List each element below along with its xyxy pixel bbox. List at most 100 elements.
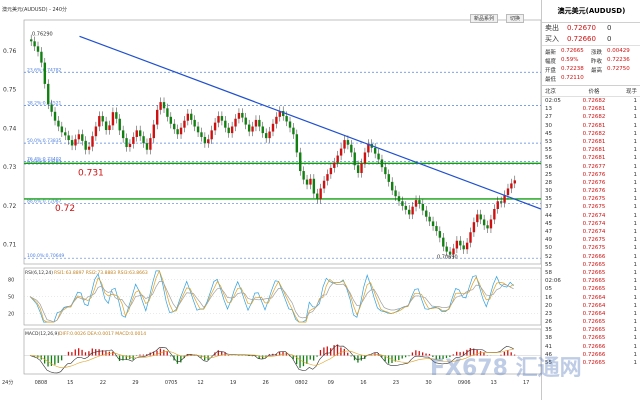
x-tick-label: 15 [67, 380, 73, 386]
tick-time: 05 [545, 286, 552, 293]
candle-body [87, 146, 91, 150]
tick-row: 45 0.72682 1 [542, 130, 640, 138]
candle-body [135, 130, 138, 137]
tick-time: 45 [545, 220, 552, 227]
tick-time: 38 [545, 335, 552, 342]
buy-label: 买入 [545, 35, 559, 43]
chart-toolbar: 新品系列 切换 [470, 14, 525, 23]
fib-level-label: 100.0%:0.70649 [27, 253, 64, 259]
candle-body [237, 112, 241, 119]
candle-body [193, 119, 196, 127]
candle-body [339, 148, 343, 156]
candle-body [210, 130, 213, 140]
tick-row: 26 0.72665 1 [542, 318, 640, 326]
candle-body [121, 130, 125, 139]
candle-body [33, 41, 36, 47]
tick-time: 55 [545, 261, 552, 268]
tick-row: 02:06 0.72665 1 [542, 277, 640, 285]
tick-price: 0.72681 [582, 122, 606, 129]
tick-volume: 1 [633, 261, 638, 268]
candle-body [77, 134, 81, 140]
candle-body [74, 139, 77, 146]
tick-row: 58 0.72677 1 [542, 163, 640, 171]
tick-price: 0.72681 [582, 155, 606, 162]
candle-body [196, 126, 200, 133]
candle-body [503, 195, 506, 203]
tick-row: 20 0.72664 1 [542, 302, 640, 310]
tick-price: 0.72665 [582, 360, 606, 366]
x-tick-label: 0906 [458, 380, 471, 386]
tick-price: 0.72674 [582, 212, 606, 219]
candle-body [173, 123, 176, 130]
y-tick-label: 0.76 [3, 48, 17, 55]
buy-quote[interactable]: 买入 0.72660 0 [542, 34, 640, 45]
rsi-label: RSI(6,12,24) [25, 270, 53, 276]
candle-body [244, 117, 247, 125]
candle-body [132, 136, 135, 144]
macd-panel-border [23, 328, 541, 375]
candle-body [47, 83, 50, 105]
candle-body [118, 118, 121, 131]
tick-list[interactable]: 02:05 0.72682 1 13 0.72681 1 27 0.72682 1 30 0.726… [542, 97, 640, 367]
fib-level-label: 50.0%:0.73835 [27, 138, 62, 144]
tick-volume: 1 [633, 163, 638, 170]
candle-body [60, 126, 64, 133]
tick-time: 35 [545, 327, 552, 334]
fib-level-label: 76.4%:0.73402 [27, 156, 62, 162]
tick-row: 30 0.72676 1 [542, 187, 640, 195]
tick-header-volume: 现手 [625, 89, 637, 95]
stat-value: 0.59% [561, 57, 579, 63]
toolbar-button-switch[interactable]: 切换 [506, 14, 525, 23]
candle-body [305, 179, 309, 185]
stat-label: 涨跌 [591, 50, 603, 56]
candle-body [70, 140, 74, 146]
candlestick-chart[interactable]: 澳元美元(AUDUSD) - 240分 0.71 0.72 0.73 0.74 0.75 0… [0, 0, 541, 400]
tick-price: 0.72677 [582, 163, 606, 170]
tick-price: 0.72682 [582, 114, 606, 121]
tick-time: 02:06 [545, 278, 561, 285]
candle-body [346, 140, 350, 145]
tick-price: 0.72675 [582, 196, 606, 203]
candle-body [465, 242, 469, 250]
tick-header-time: 北京 [545, 89, 557, 95]
candle-body [224, 120, 227, 128]
tick-volume: 1 [633, 245, 638, 252]
tick-row: 41 0.72666 1 [542, 343, 640, 351]
sell-quote[interactable]: 卖出 0.72670 0 [542, 23, 640, 34]
tick-price: 0.72674 [582, 220, 606, 227]
tick-volume: 1 [633, 319, 638, 326]
candle-body [81, 134, 84, 141]
tick-volume: 1 [633, 130, 638, 137]
tick-volume: 1 [633, 335, 638, 342]
tick-time: 47 [545, 229, 552, 235]
candle-body [363, 152, 367, 164]
candle-body [476, 214, 479, 223]
x-tick-label: 13 [490, 380, 496, 386]
stat-label: 昨收 [591, 59, 603, 65]
toolbar-button-products[interactable]: 新品系列 [470, 14, 499, 23]
tick-row: 55 0.72665 1 [542, 261, 640, 269]
sell-volume: 0 [607, 24, 612, 32]
tick-row: 55 0.72681 1 [542, 146, 640, 154]
candle-body [149, 138, 152, 150]
candle-body [329, 167, 333, 175]
tick-volume: 1 [633, 327, 638, 334]
tick-time: 56 [545, 155, 552, 162]
candle-body [435, 226, 438, 232]
candle-body [43, 62, 47, 84]
tick-row: 46 0.72666 1 [542, 351, 640, 359]
candle-body [176, 129, 179, 135]
stat-label: 最高 [591, 68, 603, 74]
candle-body [469, 232, 472, 243]
candle-body [438, 231, 442, 238]
tick-time: 35 [545, 196, 552, 203]
tick-price: 0.72666 [582, 253, 606, 260]
tick-row: 25 0.72676 1 [542, 171, 640, 179]
tick-row: 49 0.72675 1 [542, 236, 640, 244]
candle-body [343, 140, 346, 149]
tick-volume: 1 [633, 286, 638, 293]
tick-time: 16 [545, 294, 552, 301]
tick-volume: 1 [633, 229, 638, 235]
tick-price: 0.72682 [582, 98, 606, 104]
tick-volume: 1 [633, 114, 638, 121]
